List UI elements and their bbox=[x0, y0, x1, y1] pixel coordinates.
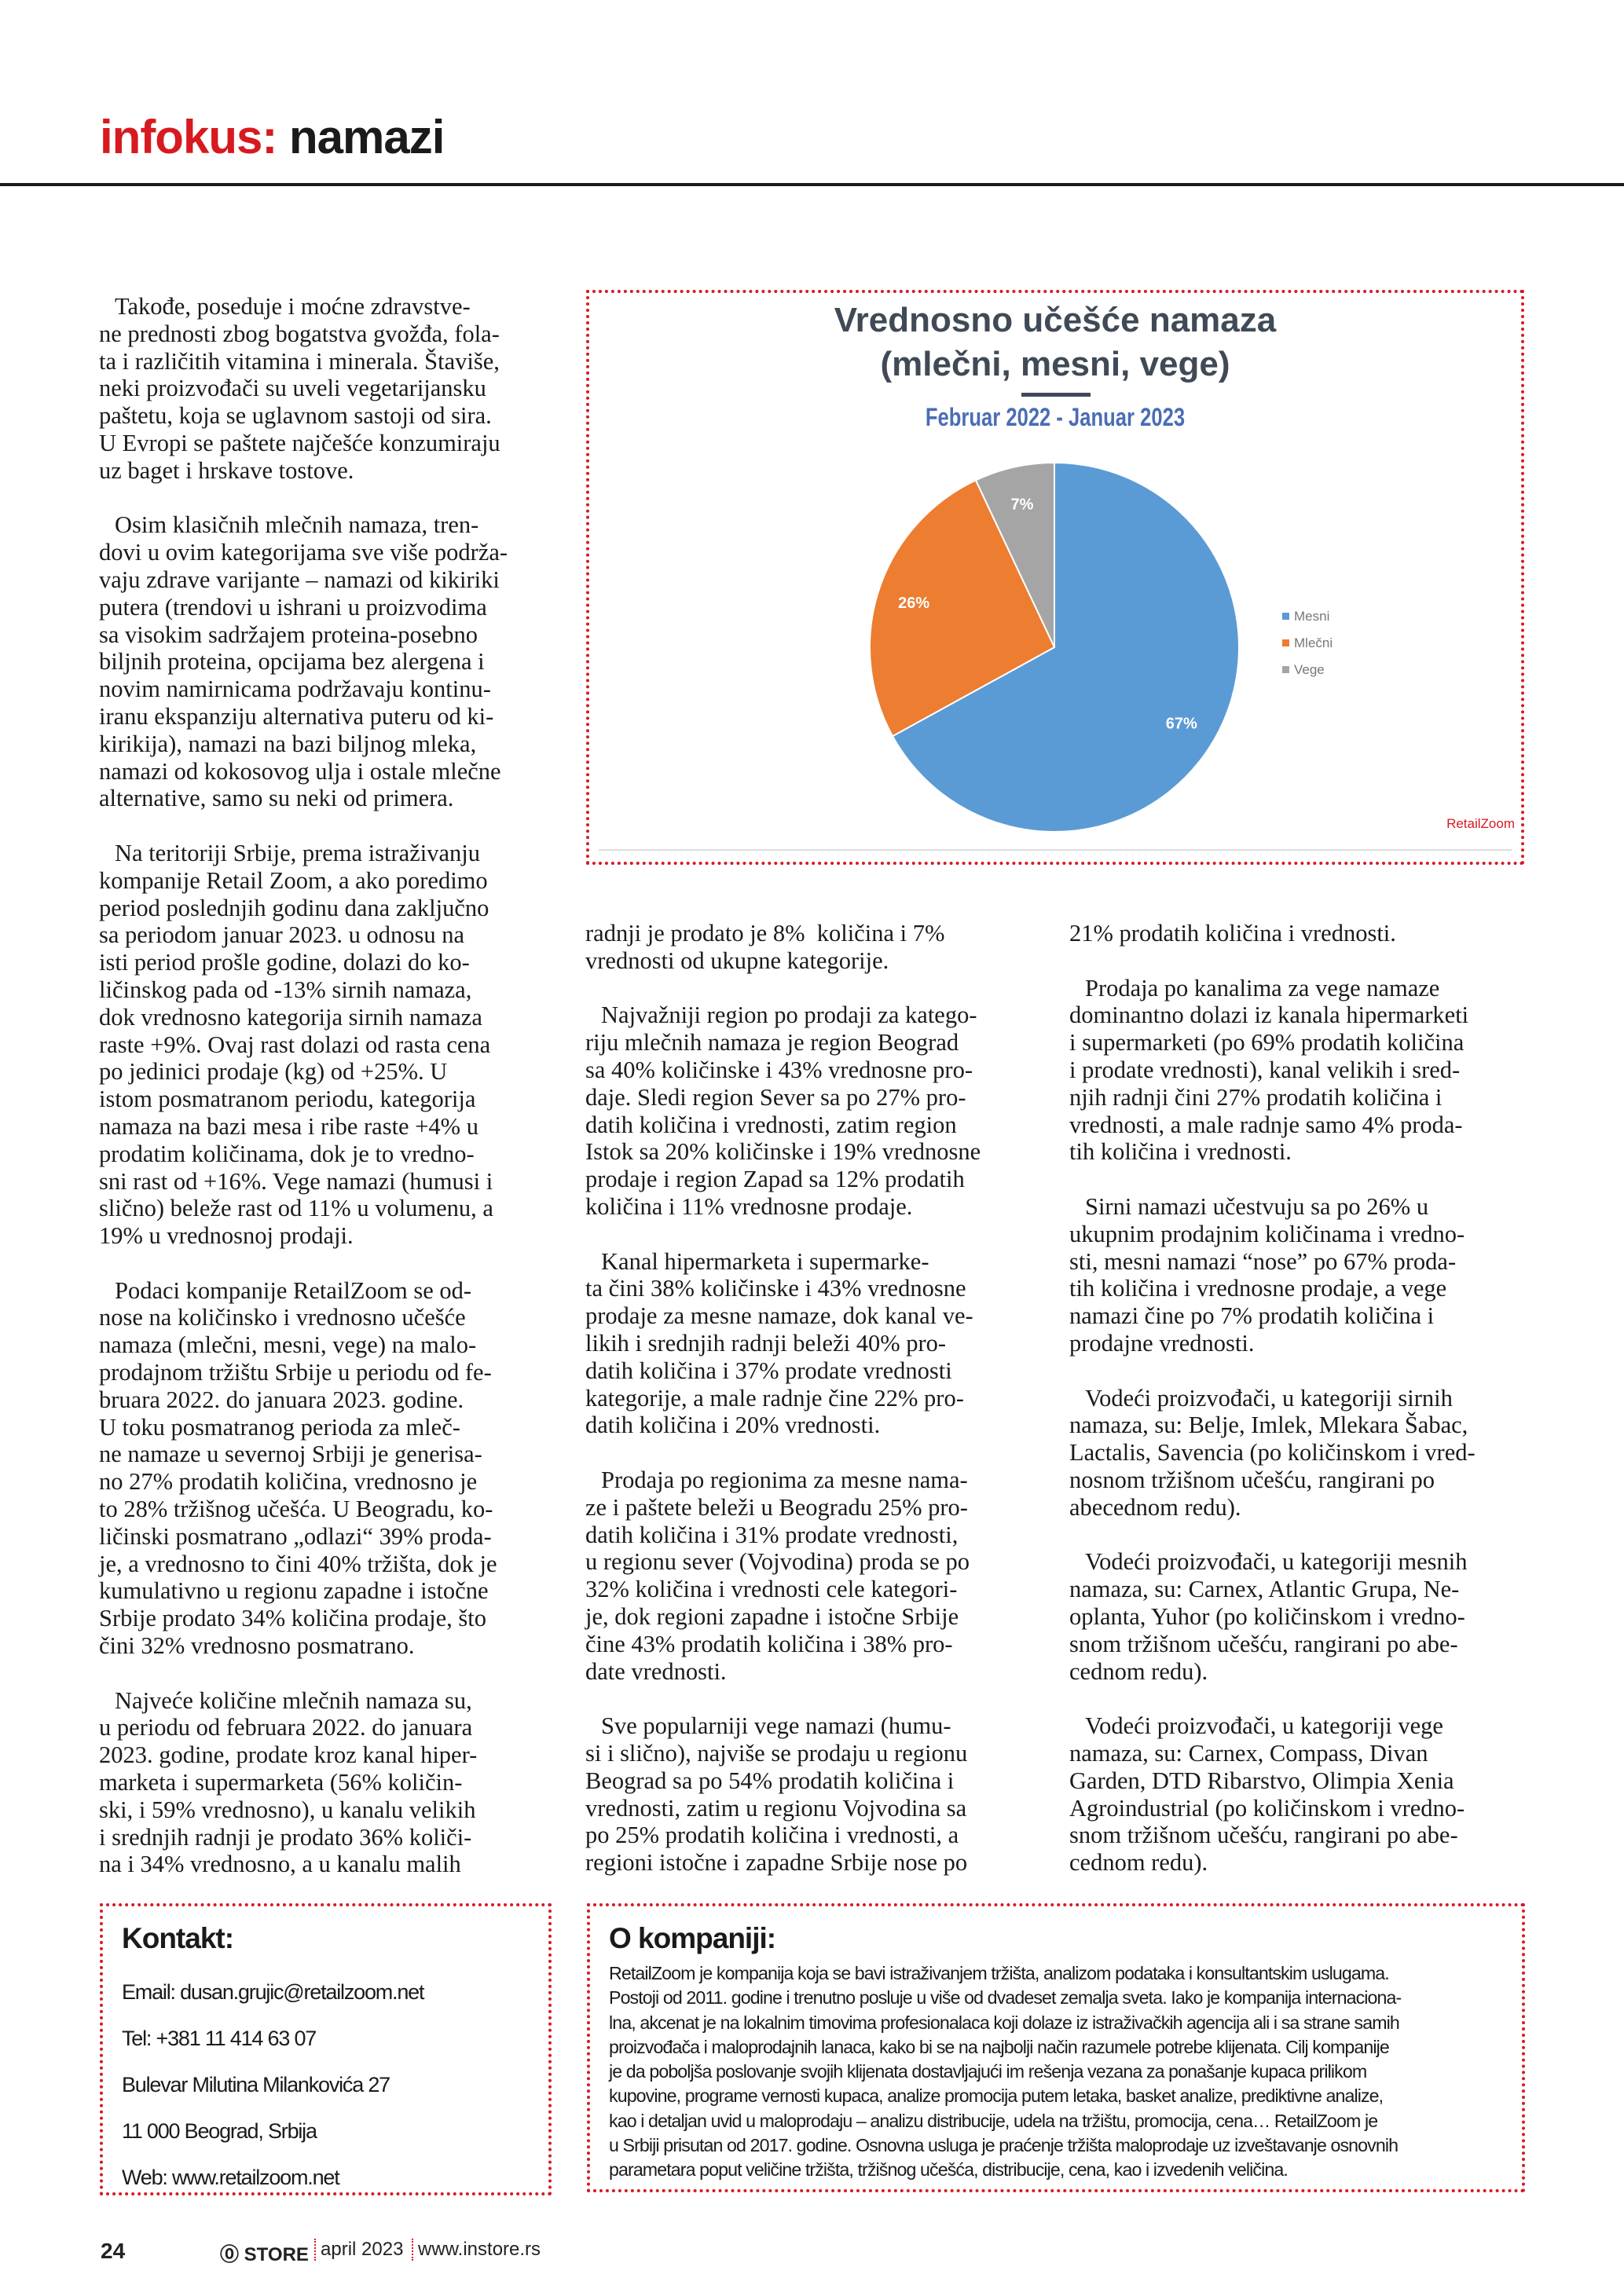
legend-label: Vege bbox=[1294, 662, 1325, 677]
page-number: 24 bbox=[101, 2239, 126, 2263]
paragraph: Vodeći proizvođači, u kategoriji sirnih … bbox=[1069, 1384, 1476, 1521]
paragraph: Podaci kompanije RetailZoom se od- nose … bbox=[99, 1276, 497, 1660]
section-header: infokus: namazi bbox=[100, 110, 445, 164]
data-label: 67% bbox=[1166, 716, 1197, 733]
paragraph: Prodaja po regionima za mesne nama- ze i… bbox=[585, 1466, 970, 1685]
about-text: RetailZoom je kompanija koja se bavi ist… bbox=[609, 1963, 1402, 2181]
paragraph: Na teritoriji Srbije, prema istraživanju… bbox=[99, 839, 493, 1250]
paragraph: Vodeći proizvođači, u kategoriji mesnih … bbox=[1069, 1548, 1468, 1685]
paragraph: Takođe, poseduje i moćne zdravstve- ne p… bbox=[99, 293, 500, 484]
magazine-logo: ⓪ STORE bbox=[220, 2239, 309, 2266]
legend-label: Mesni bbox=[1294, 609, 1329, 624]
contact-address: Bulevar Milutina Milankovića 27 bbox=[122, 2073, 390, 2096]
contact-title: Kontakt: bbox=[122, 1922, 234, 1954]
about-box: O kompaniji: RetailZoom je kompanija koj… bbox=[587, 1903, 1525, 2192]
legend-swatch bbox=[1282, 639, 1289, 646]
magazine-name: STORE bbox=[244, 2244, 309, 2265]
chart-box: Vrednosno učešće namaza (mlečni, mesni, … bbox=[586, 290, 1524, 865]
section-label: infokus: bbox=[100, 111, 277, 163]
header-rule bbox=[0, 183, 1624, 186]
pie-slice-vege bbox=[974, 461, 1055, 648]
chart-footer-divider bbox=[599, 849, 1512, 851]
data-label: 26% bbox=[898, 595, 929, 612]
chart-title-line2: (mlečni, mesni, vege) bbox=[880, 345, 1230, 383]
legend-swatch bbox=[1282, 666, 1289, 673]
title-divider bbox=[1021, 393, 1091, 397]
pie-slice-mlečni bbox=[869, 479, 1056, 738]
paragraph: Sve popularniji vege namazi (humu- si i … bbox=[585, 1712, 968, 1877]
retailzoom-logo: RetailZoom bbox=[1446, 816, 1515, 831]
chart-title: Vrednosno učešće namaza bbox=[834, 301, 1277, 339]
chart-subtitle: Februar 2022 - Januar 2023 bbox=[925, 403, 1186, 431]
about-title: O kompaniji: bbox=[609, 1922, 776, 1954]
contact-box: Kontakt: Email: dusan.grujic@retailzoom.… bbox=[100, 1903, 552, 2195]
pie-chart: 67% Mesni 26% Mlečni 7% Vege bbox=[869, 461, 1333, 833]
paragraph: Vodeći proizvođači, u kategoriji vege na… bbox=[1069, 1712, 1465, 1877]
section-topic: namazi bbox=[289, 111, 445, 163]
legend-label: Mlečni bbox=[1294, 635, 1333, 650]
store-logo-icon: ⓪ bbox=[220, 2244, 244, 2265]
contact-city: 11 000 Beograd, Srbija bbox=[122, 2119, 317, 2143]
paragraph: radnji je prodato je 8% količina i 7% vr… bbox=[585, 920, 945, 974]
article-column-1: Takođe, poseduje i moćne zdravstve- ne p… bbox=[99, 293, 559, 1906]
paragraph: Prodaja po kanalima za vege namaze domin… bbox=[1069, 974, 1469, 1166]
data-label: 7% bbox=[1011, 496, 1034, 514]
paragraph: Kanal hipermarketa i supermarke- ta čini… bbox=[585, 1247, 973, 1439]
article-column-2: radnji je prodato je 8% količina i 7% vr… bbox=[585, 920, 1045, 1904]
footer-url[interactable]: www.instore.rs bbox=[412, 2239, 541, 2261]
contact-email[interactable]: Email: dusan.grujic@retailzoom.net bbox=[122, 1980, 424, 2004]
article-column-3: 21% prodatih količina i vrednosti. Proda… bbox=[1069, 920, 1529, 1904]
issue-date: april 2023 bbox=[314, 2239, 403, 2261]
paragraph: Najvažniji region po prodaji za katego- … bbox=[585, 1002, 981, 1220]
paragraph: Osim klasičnih mlečnih namaza, tren- dov… bbox=[99, 511, 508, 812]
contact-phone: Tel: +381 11 414 63 07 bbox=[122, 2027, 317, 2050]
paragraph: Sirni namazi učestvuju sa po 26% u ukupn… bbox=[1069, 1192, 1465, 1357]
pie-slice-mesni bbox=[891, 461, 1240, 833]
legend-swatch bbox=[1282, 613, 1289, 620]
paragraph: Najveće količine mlečnih namaza su, u pe… bbox=[99, 1686, 478, 1878]
paragraph: 21% prodatih količina i vrednosti. bbox=[1069, 920, 1396, 947]
contact-web[interactable]: Web: www.retailzoom.net bbox=[122, 2166, 340, 2189]
